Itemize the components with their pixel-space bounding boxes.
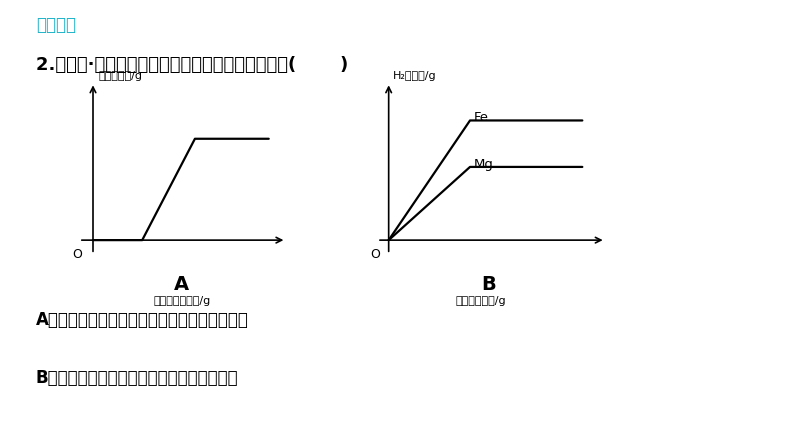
Text: Mg: Mg (474, 158, 494, 171)
Text: B: B (481, 275, 495, 294)
Text: 沉淀的质量/g: 沉淀的质量/g (98, 71, 142, 81)
Text: B．分别向足量的稀盐酸中加等质量的铁和镁: B．分别向足量的稀盐酸中加等质量的铁和镁 (36, 369, 238, 387)
Text: O: O (370, 248, 380, 261)
Text: 滚动专题: 滚动专题 (36, 16, 75, 34)
Text: H₂的质量/g: H₂的质量/g (392, 71, 436, 81)
Text: Fe: Fe (474, 111, 489, 124)
Text: 稀盐酸的质量/g: 稀盐酸的质量/g (455, 296, 506, 306)
Text: 2.【中考·绥化】下列图像能正确反映对应操作的是(       ): 2.【中考·绥化】下列图像能正确反映对应操作的是( ) (36, 56, 348, 74)
Text: O: O (72, 248, 82, 261)
Text: A: A (173, 275, 189, 294)
Text: A．向一定质量的氯化钙溶液中加入碳酸钠溶液: A．向一定质量的氯化钙溶液中加入碳酸钠溶液 (36, 311, 249, 329)
Text: 碳酸钠溶液质量/g: 碳酸钠溶液质量/g (154, 296, 211, 306)
